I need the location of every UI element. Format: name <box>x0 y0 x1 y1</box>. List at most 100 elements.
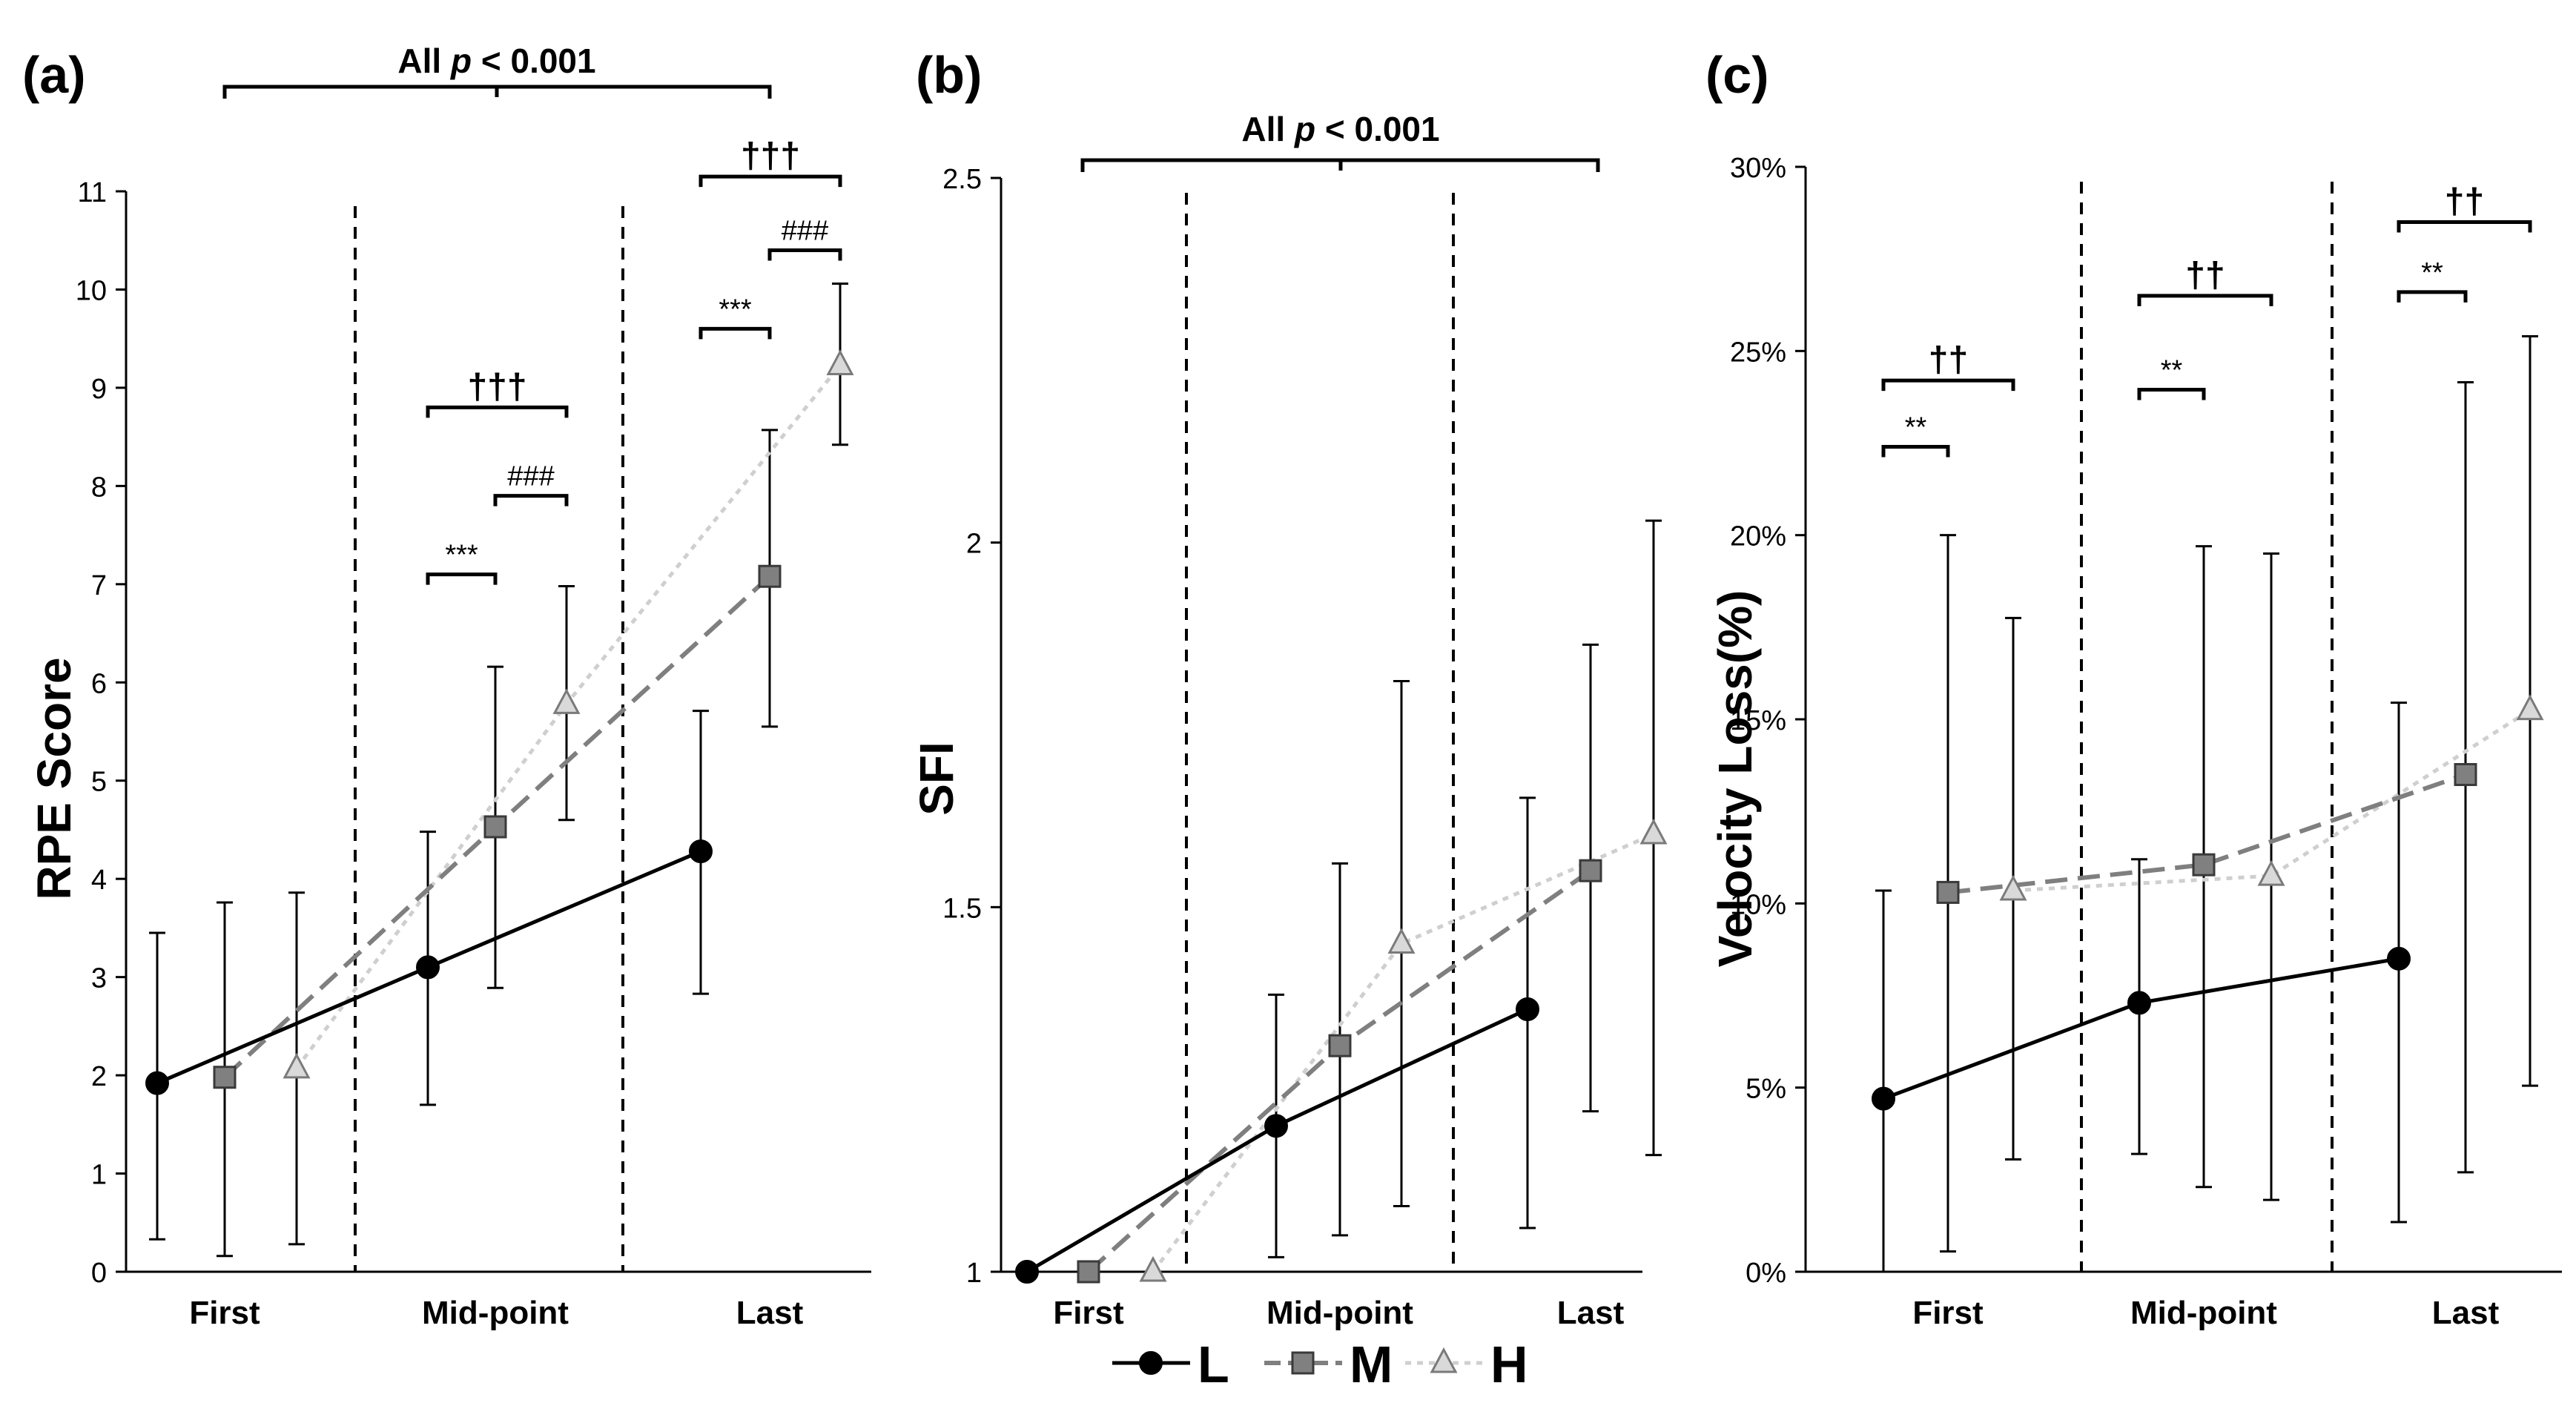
x-category-label: First <box>1053 1295 1124 1331</box>
y-tick-label: 15% <box>1730 705 1786 736</box>
significance-label: ### <box>782 215 828 246</box>
data-point-h-marker <box>283 1052 311 1079</box>
significance-label: *** <box>445 540 478 571</box>
x-category-label: Mid-point <box>422 1295 569 1331</box>
data-point-l-marker <box>689 839 713 864</box>
series-line-h <box>294 363 842 1070</box>
data-point-m-marker <box>1936 880 1960 904</box>
data-point-l-marker <box>1264 1114 1288 1138</box>
data-point-h-marker <box>552 688 581 714</box>
data-point-h-marker <box>2516 694 2544 721</box>
data-point-h-marker <box>826 349 854 375</box>
y-tick-label: 10% <box>1730 889 1786 920</box>
y-tick-label: 8 <box>91 472 107 503</box>
significance-label: †† <box>2185 256 2225 295</box>
significance-label: ††† <box>467 367 526 406</box>
panel-a-rpe-score: (a) RPE Score 0 1 2 3 4 5 6 7 8 9 10 11 First Mid-poi… <box>22 42 871 1331</box>
y-tick-label: 5% <box>1746 1074 1786 1105</box>
series-line-m <box>1947 772 2466 895</box>
significance-label-p: p <box>449 42 472 80</box>
panel-c-label: (c) <box>1705 46 1769 104</box>
data-point-h-marker <box>1139 1255 1167 1282</box>
data-point-l-marker <box>1872 1086 1895 1111</box>
data-point-m-marker <box>213 1066 237 1089</box>
y-tick-label: 9 <box>91 374 107 405</box>
significance-label: †† <box>1929 340 1968 380</box>
data-point-m-marker <box>2192 853 2216 877</box>
data-point-m-marker <box>1579 859 1602 882</box>
y-tick-label: 10 <box>76 275 107 306</box>
significance-bracket <box>1881 444 1950 458</box>
series-line-l <box>1883 957 2400 1100</box>
panel-a-label: (a) <box>22 46 86 104</box>
y-tick-label: 0 <box>91 1258 107 1289</box>
significance-bracket-overall <box>1080 158 1600 172</box>
y-tick-label: 1.5 <box>942 893 982 924</box>
significance-label-threshold: < 0.001 <box>472 42 596 80</box>
y-tick-label: 4 <box>91 865 107 896</box>
y-tick-label: 2 <box>91 1061 107 1092</box>
significance-bracket <box>2397 220 2532 233</box>
legend-label-h: H <box>1490 1336 1528 1393</box>
significance-bracket <box>699 174 842 188</box>
y-tick-label: 1 <box>91 1160 107 1191</box>
significance-bracket <box>426 572 498 585</box>
significance-label: ### <box>507 461 554 492</box>
x-category-label: Mid-point <box>2130 1295 2277 1331</box>
data-point-l-marker <box>145 1071 169 1095</box>
x-category-label: First <box>189 1295 260 1331</box>
data-point-l-marker <box>416 955 440 980</box>
data-point-h-marker <box>2257 859 2285 886</box>
series-line-h <box>2012 708 2532 893</box>
significance-bracket <box>2397 290 2468 303</box>
data-point-m-marker <box>1077 1260 1100 1284</box>
y-tick-label: 25% <box>1730 337 1786 368</box>
x-category-label: Last <box>736 1295 804 1331</box>
x-category-label: Mid-point <box>1266 1295 1413 1331</box>
data-point-m-marker <box>758 564 782 588</box>
legend-h-marker <box>1430 1347 1458 1373</box>
significance-bracket <box>767 248 842 261</box>
data-point-m-marker <box>2454 763 2477 786</box>
y-tick-label: 1 <box>966 1258 982 1289</box>
x-category-label: First <box>1912 1295 1984 1331</box>
panel-c-ylabel: Velocity Loss(%) <box>1708 590 1762 968</box>
significance-label-all: All <box>1241 110 1295 148</box>
y-tick-label: 7 <box>91 570 107 601</box>
significance-bracket <box>1881 378 2015 392</box>
significance-label: †† <box>2445 182 2484 222</box>
x-category-label: Last <box>2432 1295 2500 1331</box>
y-tick-label: 30% <box>1730 153 1786 184</box>
significance-label-all: All <box>397 42 451 80</box>
legend-m-marker <box>1291 1351 1315 1375</box>
legend-label-m: M <box>1350 1336 1393 1393</box>
legend-l-marker <box>1139 1351 1163 1375</box>
y-tick-label: 2.5 <box>942 164 982 195</box>
data-point-l-marker <box>1015 1260 1039 1284</box>
panel-b-ylabel: SFI <box>910 742 963 816</box>
significance-bracket <box>493 494 569 506</box>
y-tick-label: 11 <box>78 177 107 208</box>
data-point-l-marker <box>2127 991 2151 1015</box>
y-tick-label: 20% <box>1730 521 1786 552</box>
legend-label-l: L <box>1198 1336 1229 1393</box>
significance-label-overall: All p < 0.001 <box>1241 110 1439 148</box>
y-tick-label: 3 <box>91 963 107 994</box>
significance-label: ** <box>2421 257 2443 288</box>
significance-label-p: p <box>1293 110 1315 148</box>
data-point-h-marker <box>1639 818 1668 845</box>
panel-c-velocity-loss: (c) Velocity Loss(%) 0% 5% 10% 15% 20% 25% 30%… <box>1705 46 2562 1331</box>
significance-label: *** <box>719 294 752 325</box>
data-point-h-marker <box>1387 928 1416 954</box>
significance-bracket <box>699 326 772 340</box>
x-category-label: Last <box>1557 1295 1625 1331</box>
significance-label: ††† <box>741 136 800 176</box>
y-tick-label: 5 <box>91 767 107 798</box>
y-tick-label: 2 <box>966 529 982 560</box>
data-point-l-marker <box>2387 946 2411 971</box>
significance-label: ** <box>1905 412 1927 443</box>
data-point-m-marker <box>483 815 507 839</box>
data-point-l-marker <box>1516 997 1539 1021</box>
